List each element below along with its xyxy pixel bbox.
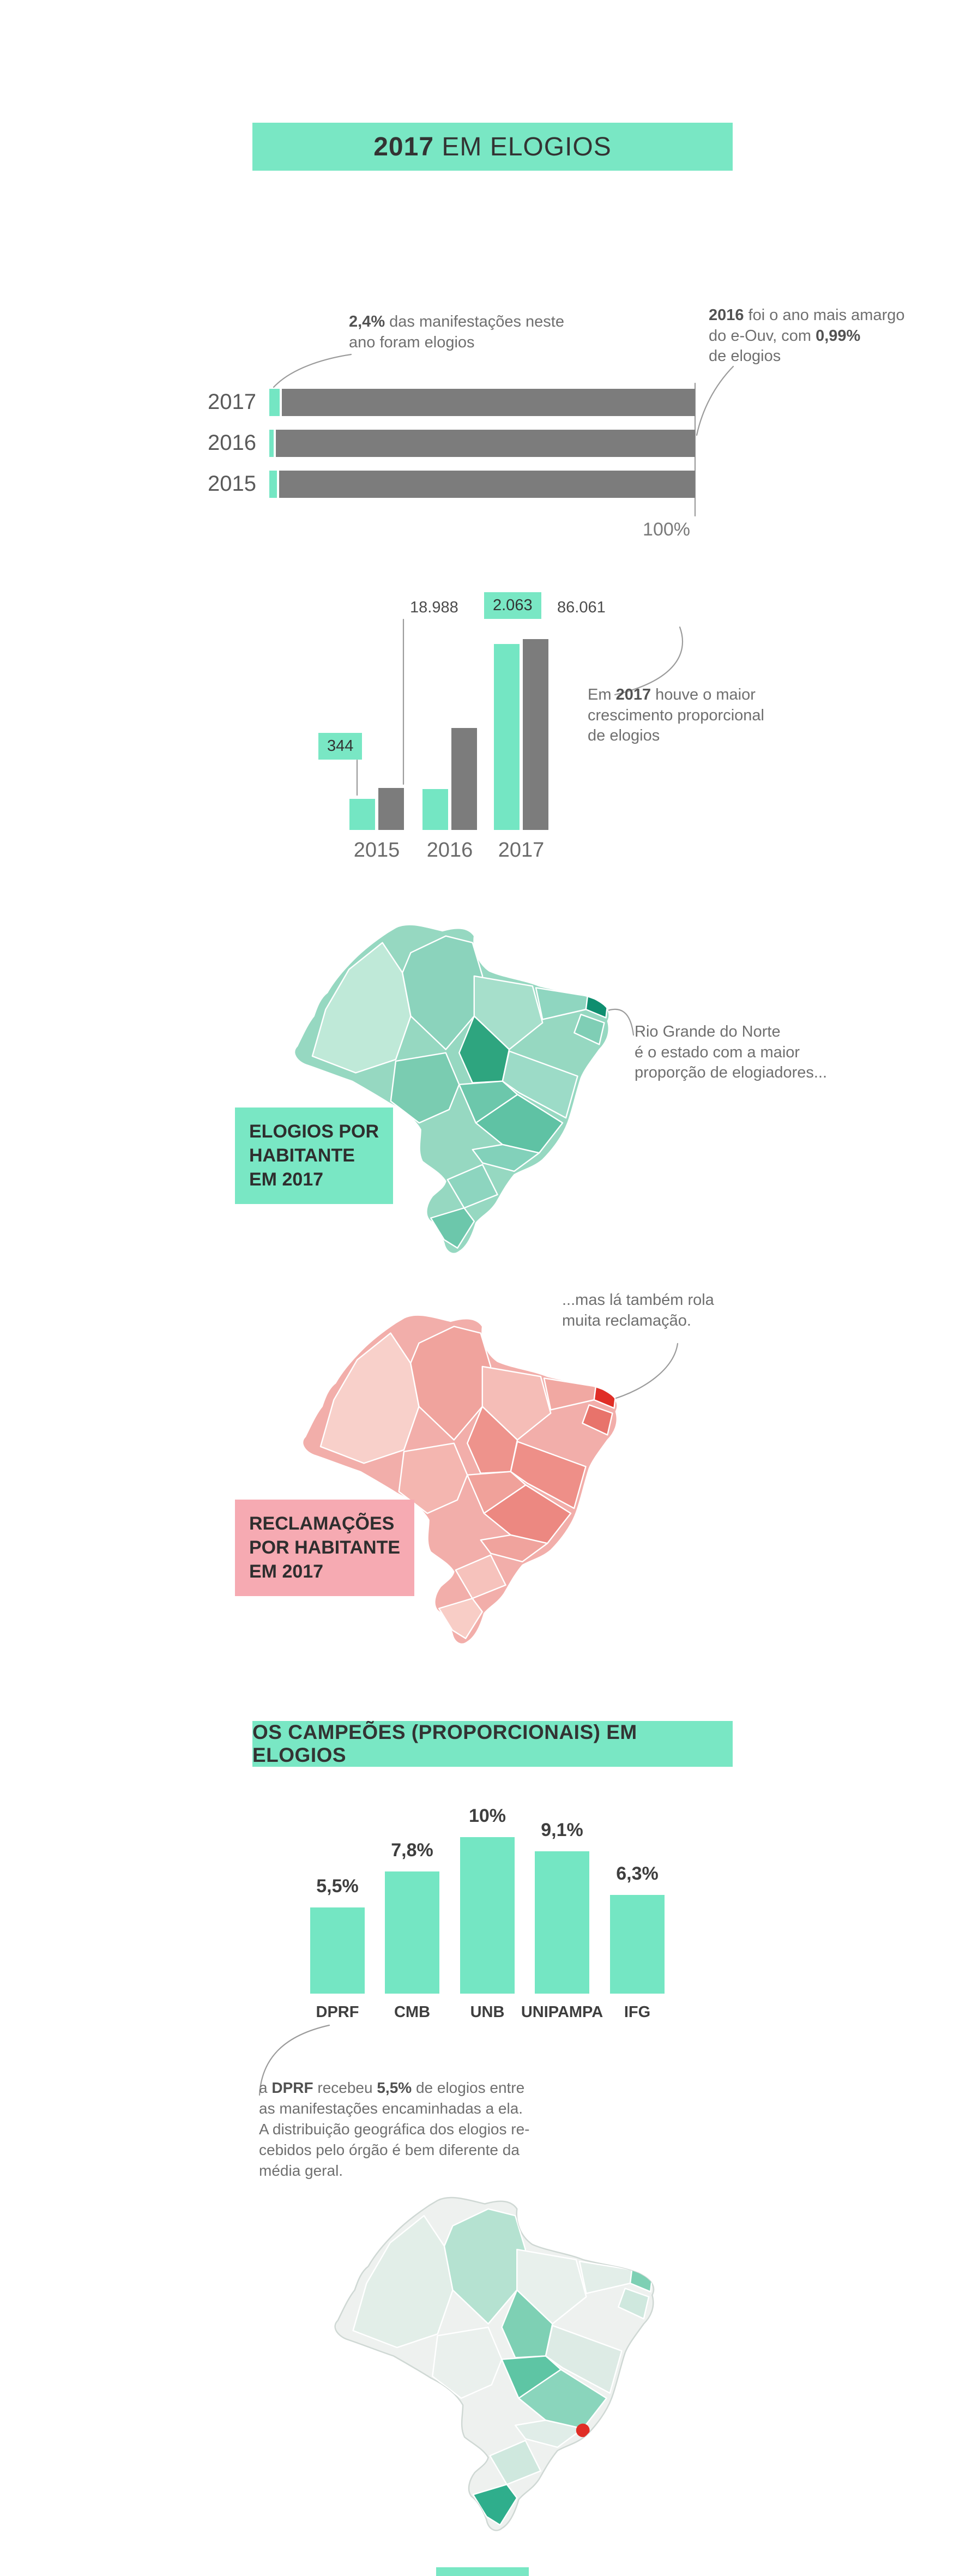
rj-highlight-dot — [576, 2423, 590, 2437]
state-region — [516, 2248, 587, 2325]
champion-org-IFG: IFG — [624, 2003, 651, 2021]
label-elogios-2017: 2.063 — [484, 592, 541, 619]
page-title: 2017 EM ELOGIOS — [373, 132, 612, 161]
champion-org-UNIPAMPA: UNIPAMPA — [521, 2003, 603, 2021]
share-total-2017 — [282, 389, 695, 416]
champion-bar-DPRF — [310, 1907, 365, 1994]
state-region — [545, 2325, 623, 2394]
state-region — [472, 1143, 540, 1172]
state-region — [455, 1554, 506, 1599]
state-region — [573, 1014, 605, 1045]
label-total-2015: 18.988 — [410, 599, 458, 616]
share-elogios-2017 — [269, 389, 280, 416]
champion-bar-UNB — [460, 1837, 515, 1994]
state-region — [483, 1484, 572, 1544]
state-region — [510, 1441, 587, 1509]
growth-bar-elogios-2016 — [422, 789, 448, 830]
state-region — [481, 1365, 552, 1441]
note-rio-grande-do-norte: Rio Grande do Norte é o estado com a maio… — [635, 1023, 828, 1082]
map-elogios-label: ELOGIOS POR HABITANTE EM 2017 — [235, 1108, 394, 1204]
champions-title: OS CAMPEÕES (PROPORCIONAIS) EM ELOGIOS — [252, 1721, 637, 1766]
champion-value-UNIPAMPA: 9,1% — [541, 1820, 583, 1840]
axis-label-100: 100% — [643, 519, 690, 540]
state-region — [473, 975, 544, 1050]
share-elogios-2016 — [269, 430, 274, 457]
state-region — [319, 1332, 420, 1464]
brazil-map-reclamacoes — [302, 1315, 618, 1645]
champion-org-UNB: UNB — [470, 2003, 505, 2021]
note-growth-2017: Em 2017 houve o maior crescimento proporc… — [588, 686, 764, 745]
share-year-2015: 2015 — [208, 472, 256, 496]
champion-value-IFG: 6,3% — [616, 1863, 659, 1884]
state-region — [352, 2214, 454, 2349]
share-year-2017: 2017 — [208, 390, 256, 414]
title-banner: 2017 EM ELOGIOS — [252, 123, 733, 171]
connector-note24-to-2017-bar — [273, 353, 352, 388]
state-region — [432, 2326, 503, 2399]
champion-bar-IFG — [610, 1895, 665, 1994]
share-year-2016: 2016 — [208, 431, 256, 455]
state-region — [398, 1442, 468, 1514]
brazil-map-elogios — [294, 924, 610, 1254]
growth-bar-elogios-2015 — [349, 799, 375, 830]
share-bar-2017 — [269, 389, 695, 416]
champion-org-DPRF: DPRF — [316, 2003, 359, 2021]
state-region — [618, 2288, 650, 2320]
champion-value-UNB: 10% — [468, 1805, 506, 1826]
state-region — [480, 1534, 548, 1563]
champions-caption: a DPRF recebeu 5,5% de elogios entre as m… — [259, 2079, 530, 2180]
state-region — [502, 1050, 578, 1119]
share-elogios-2015 — [269, 471, 277, 498]
share-total-2016 — [276, 430, 695, 457]
state-region — [438, 1598, 484, 1639]
growth-bar-manifestacoes-2016 — [451, 728, 477, 830]
growth-axis-2016: 2016 — [426, 839, 473, 862]
champion-value-DPRF: 5,5% — [316, 1876, 359, 1897]
state-region — [430, 1207, 475, 1249]
champion-org-CMB: CMB — [394, 2003, 431, 2021]
growth-bar-elogios-2017 — [494, 644, 520, 830]
connector-note2016-to-2016-bar — [696, 365, 734, 436]
state-region — [514, 2419, 584, 2448]
label-elogios-2015: 344 — [318, 733, 363, 760]
growth-bar-manifestacoes-2017 — [523, 639, 548, 830]
note-share-2017: 2,4% das manifestações neste ano foram el… — [349, 313, 564, 351]
champion-bar-UNIPAMPA — [535, 1851, 589, 1994]
share-bar-2015 — [269, 471, 695, 498]
growth-axis-2017: 2017 — [498, 839, 545, 862]
state-region — [472, 2483, 518, 2526]
label-total-2017: 86.061 — [557, 599, 606, 616]
state-region — [390, 1052, 460, 1124]
champion-value-CMB: 7,8% — [391, 1840, 433, 1861]
state-region — [489, 2440, 541, 2485]
growth-bar-manifestacoes-2015 — [378, 788, 404, 830]
champion-bar-CMB — [385, 1871, 439, 1994]
state-region — [446, 1164, 498, 1209]
map-reclamacoes-label: RECLAMAÇÕES POR HABITANTE EM 2017 — [235, 1500, 415, 1596]
share-bar-2016 — [269, 430, 695, 457]
note-share-2016: 2016 foi o ano mais amargo do e-Ouv, com … — [709, 306, 905, 365]
brazil-map-dprf — [334, 2196, 655, 2531]
state-region — [582, 1404, 613, 1436]
next-section-cutoff — [436, 2567, 529, 2576]
note-reclamacao: ...mas lá também rola muita reclamação. — [562, 1291, 714, 1329]
state-region — [475, 1093, 564, 1154]
growth-axis-2015: 2015 — [353, 839, 400, 862]
state-region — [311, 942, 412, 1074]
share-total-2015 — [279, 471, 695, 498]
state-region — [518, 2369, 607, 2430]
champions-banner: OS CAMPEÕES (PROPORCIONAIS) EM ELOGIOS — [252, 1721, 733, 1767]
